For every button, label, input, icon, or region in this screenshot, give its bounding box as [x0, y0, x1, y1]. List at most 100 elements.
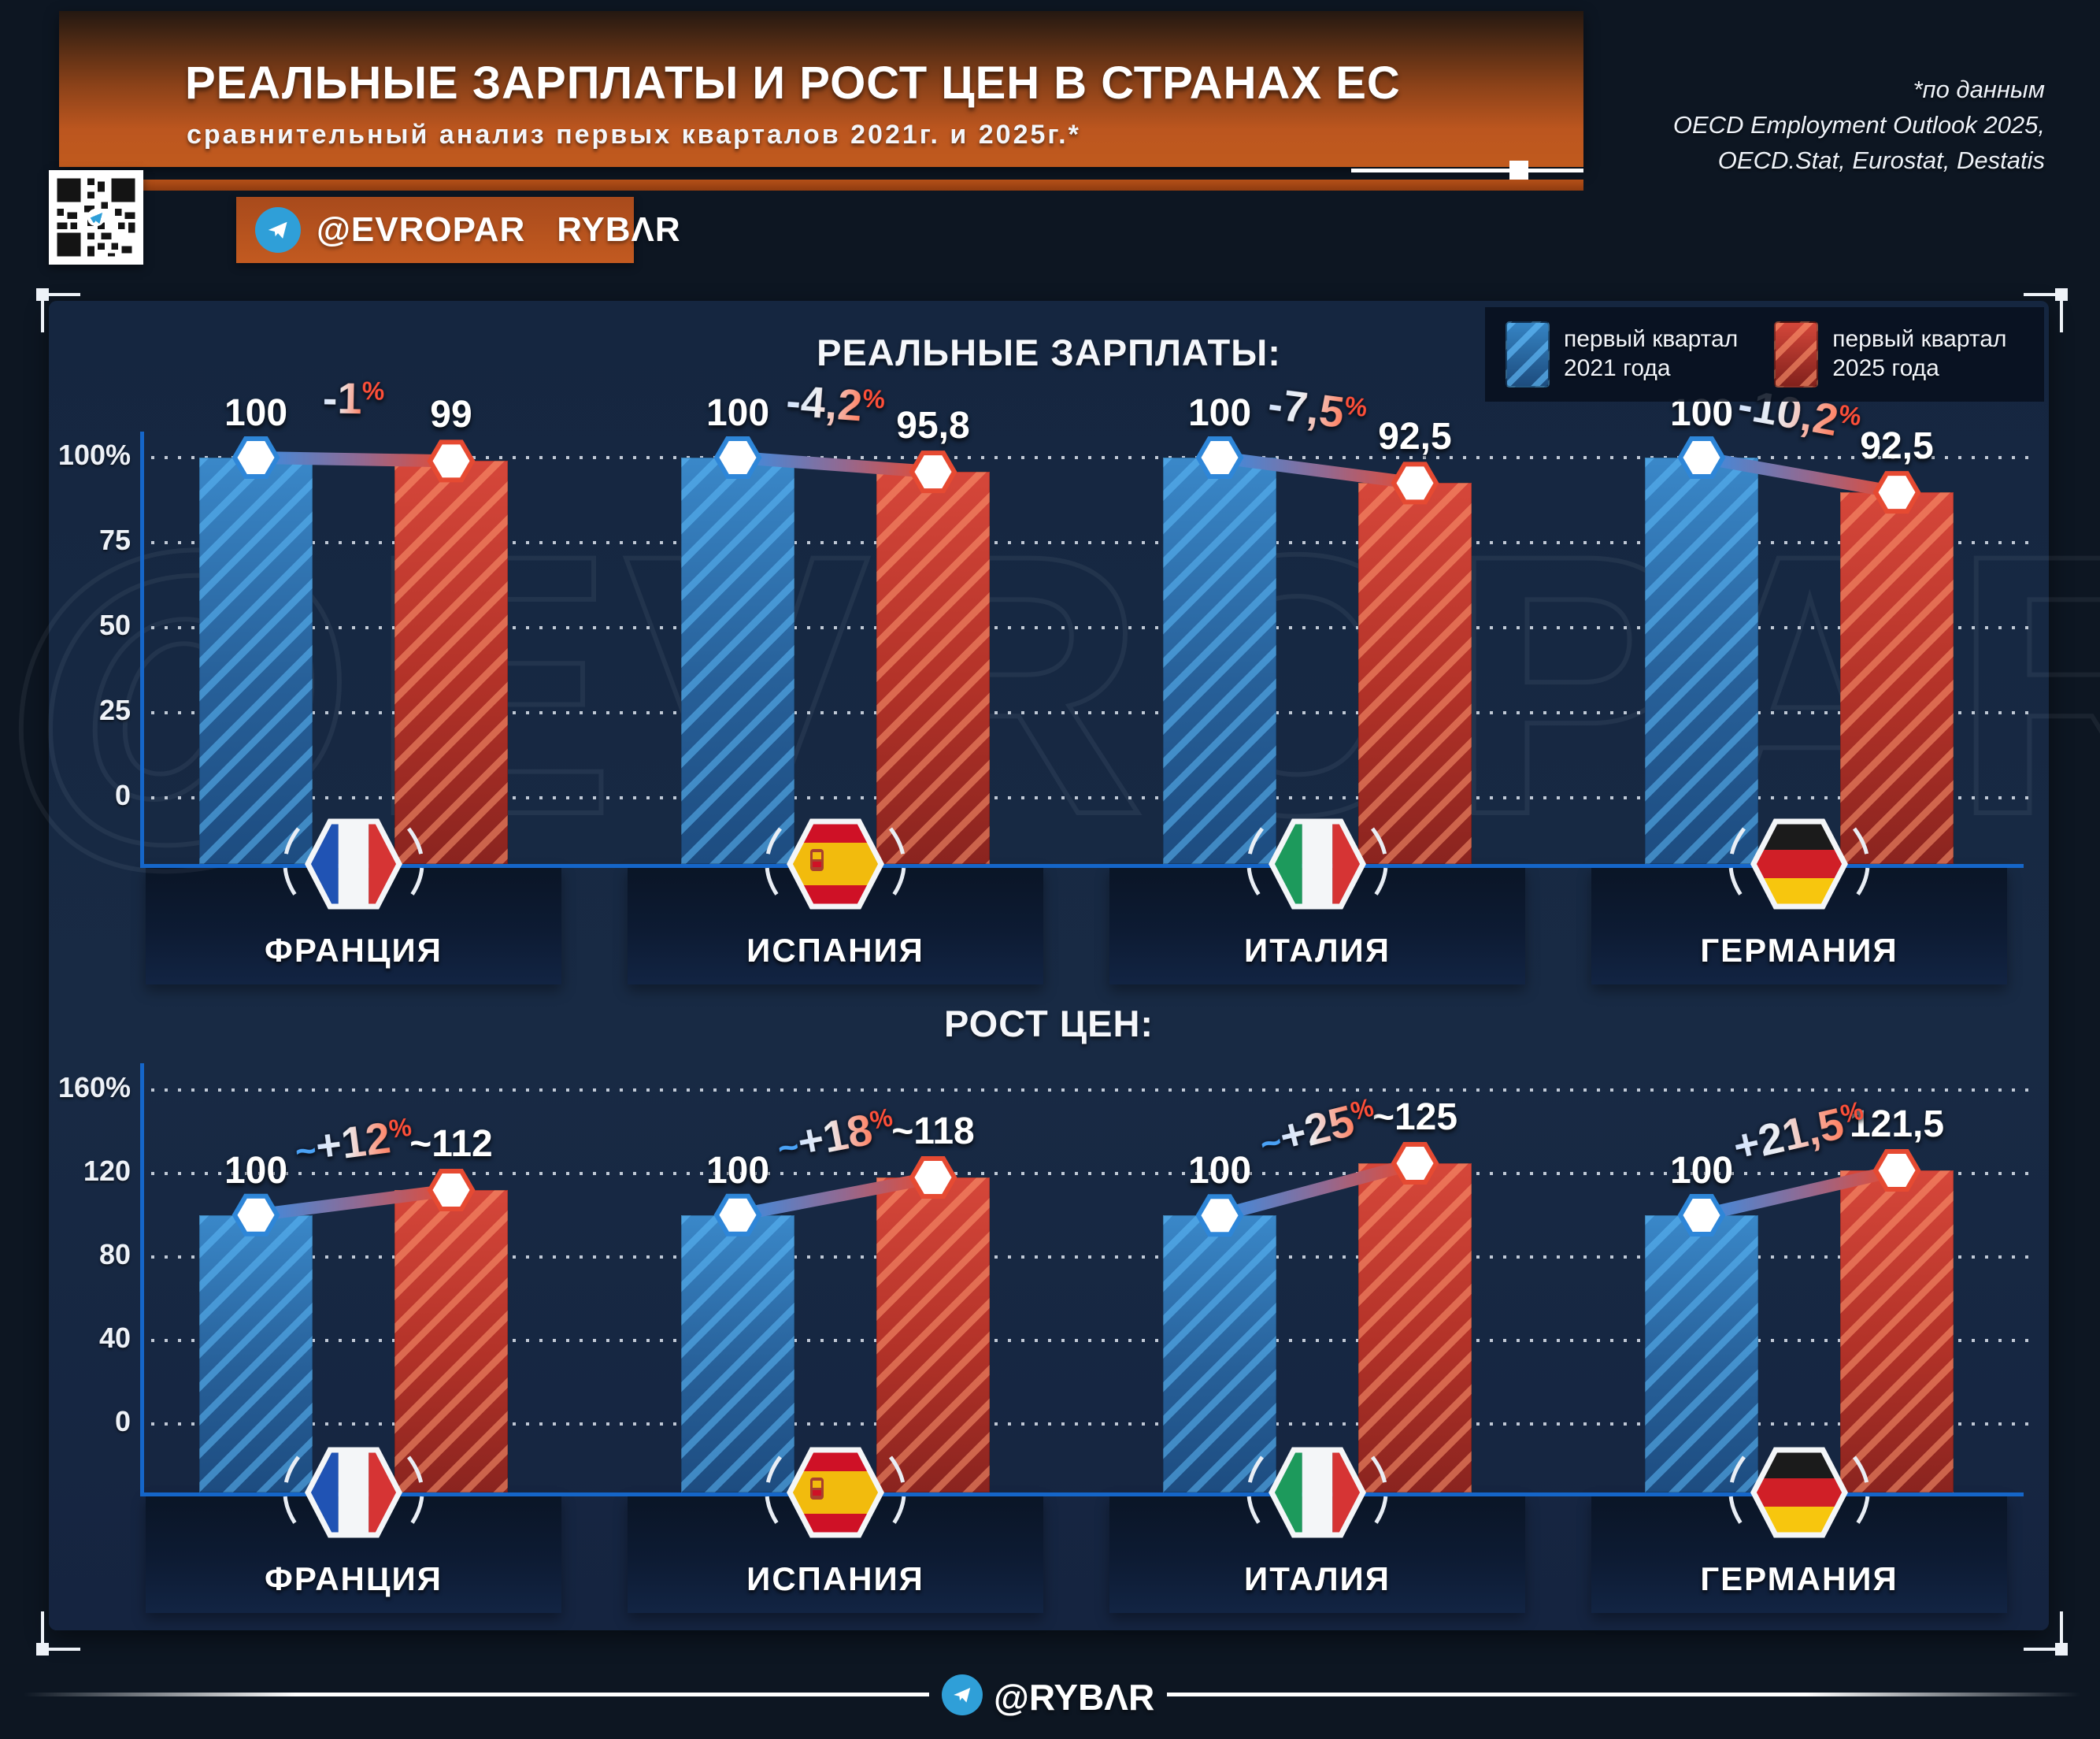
change-label: -1% [322, 373, 385, 424]
country-label: ФРАНЦИЯ [265, 932, 443, 969]
footer-channel-handle[interactable]: @RYBΛR [994, 1677, 1155, 1718]
page-subtitle: сравнительный анализ первых кварталов 20… [187, 120, 1081, 150]
bar-2025 [1358, 483, 1472, 864]
value-label-2025: 92,5 [1378, 416, 1452, 458]
legend-label: 2025 года [1832, 355, 1939, 381]
gridline [151, 711, 2033, 714]
y-axis-tick-label: 75 [98, 524, 131, 556]
bar-2021 [1163, 1215, 1276, 1492]
flag-fr [259, 1433, 448, 1552]
bar-2021 [681, 458, 794, 864]
value-label-2021: 100 [224, 1150, 288, 1192]
bar-2025 [394, 461, 508, 864]
value-label-2025: ~112 [409, 1123, 493, 1166]
value-label-2021: 100 [1669, 1150, 1734, 1192]
flag-it [1223, 1433, 1412, 1552]
y-axis-tick-label: 0 [114, 1405, 131, 1437]
value-label-2021: 100 [1187, 392, 1252, 434]
value-label-2021: 100 [224, 392, 288, 434]
connector [146, 1143, 561, 1278]
header-divider-line [1351, 169, 1583, 172]
flag-it [1223, 805, 1412, 923]
bar-2021 [199, 458, 313, 864]
source-line: *по данным [1913, 76, 2045, 103]
y-axis-tick-label: 80 [98, 1238, 131, 1270]
y-axis-line [140, 432, 144, 868]
legend-label: первый квартал [1564, 326, 1739, 353]
connector [628, 1130, 1043, 1278]
country-label: ИСПАНИЯ [746, 1560, 924, 1597]
chart-title: РЕАЛЬНЫЕ ЗАРПЛАТЫ: [817, 332, 1281, 373]
y-axis-tick-label: 120 [83, 1155, 131, 1187]
connector [146, 410, 561, 524]
gridline [151, 1172, 2033, 1175]
baseline [140, 1492, 2024, 1496]
gridline [151, 626, 2033, 629]
value-label-2025: ~118 [891, 1111, 975, 1153]
telegram-icon [255, 207, 301, 253]
legend-item-2025: первый квартал 2025 года [1774, 321, 2007, 387]
bar-2021 [1163, 458, 1276, 864]
gridline [151, 456, 2033, 459]
connector [1109, 1116, 1525, 1278]
frame-corner-bottom-right [2024, 1611, 2068, 1656]
value-label-2021: 100 [1187, 1150, 1252, 1192]
bar-2025 [1840, 492, 1954, 864]
flag-de [1705, 805, 1894, 923]
flag-fr [259, 805, 448, 923]
legend-swatch-2025 [1774, 321, 1819, 387]
legend-label: 2021 года [1564, 355, 1671, 381]
bar-2025 [876, 472, 990, 864]
gridline [151, 541, 2033, 544]
connector [1591, 410, 2007, 555]
header-divider-knob [1509, 161, 1528, 180]
connector [1591, 1123, 2007, 1278]
flag-es [741, 805, 930, 923]
qr-pattern [54, 175, 139, 260]
country-label: ГЕРМАНИЯ [1700, 932, 1898, 969]
y-axis-tick-label: 0 [114, 779, 131, 811]
footer-line-right [1167, 1693, 2080, 1696]
country-label: ФРАНЦИЯ [265, 1560, 443, 1597]
footer-line-left [24, 1693, 929, 1696]
channel-handle: @EVROPAR [317, 210, 526, 249]
header-accent-strip [59, 180, 1583, 191]
country-label: ИТАЛИЯ [1244, 932, 1391, 969]
gridline [151, 1339, 2033, 1342]
legend: первый квартал 2021 года первый квартал … [1485, 307, 2044, 402]
connector [1109, 410, 1525, 546]
bar-2025 [1840, 1170, 1954, 1492]
baseline [140, 864, 2024, 868]
value-label-2025: 92,5 [1860, 425, 1934, 468]
y-axis-tick-label: 160% [57, 1071, 131, 1103]
gridline [151, 1088, 2033, 1092]
bar-2025 [1358, 1162, 1472, 1492]
value-label-2021: 100 [706, 1150, 770, 1192]
country-label: ИТАЛИЯ [1244, 1560, 1391, 1597]
frame-corner-top-right [2024, 288, 2068, 332]
flag-de [1705, 1433, 1894, 1552]
header-banner: РЕАЛЬНЫЕ ЗАРПЛАТЫ И РОСТ ЦЕН В СТРАНАХ Е… [59, 11, 1583, 167]
frame-corner-top-left [36, 288, 80, 332]
country-label: ГЕРМАНИЯ [1700, 1560, 1898, 1597]
value-label-2021: 100 [706, 392, 770, 434]
source-line: OECD Employment Outlook 2025, [1672, 110, 2045, 139]
brand-logo: RYBΛR [557, 210, 681, 249]
bar-2021 [1645, 458, 1758, 864]
bar-2021 [199, 1215, 313, 1492]
bar-2021 [681, 1215, 794, 1492]
gridline [151, 796, 2033, 799]
y-axis-line [140, 1063, 144, 1496]
y-axis-tick-label: 25 [98, 694, 131, 726]
telegram-channel-bar[interactable]: @EVROPAR RYBΛR [236, 197, 680, 263]
bar-2025 [394, 1190, 508, 1492]
y-axis-tick-label: 100% [57, 439, 131, 471]
bar-2025 [876, 1177, 990, 1492]
qr-code [49, 170, 143, 265]
telegram-icon [942, 1674, 983, 1715]
legend-swatch-2021 [1506, 321, 1550, 387]
source-note: *по данным OECD Employment Outlook 2025,… [1541, 72, 2045, 179]
chart-title: РОСТ ЦЕН: [943, 1003, 1154, 1044]
flag-es [741, 1433, 930, 1552]
